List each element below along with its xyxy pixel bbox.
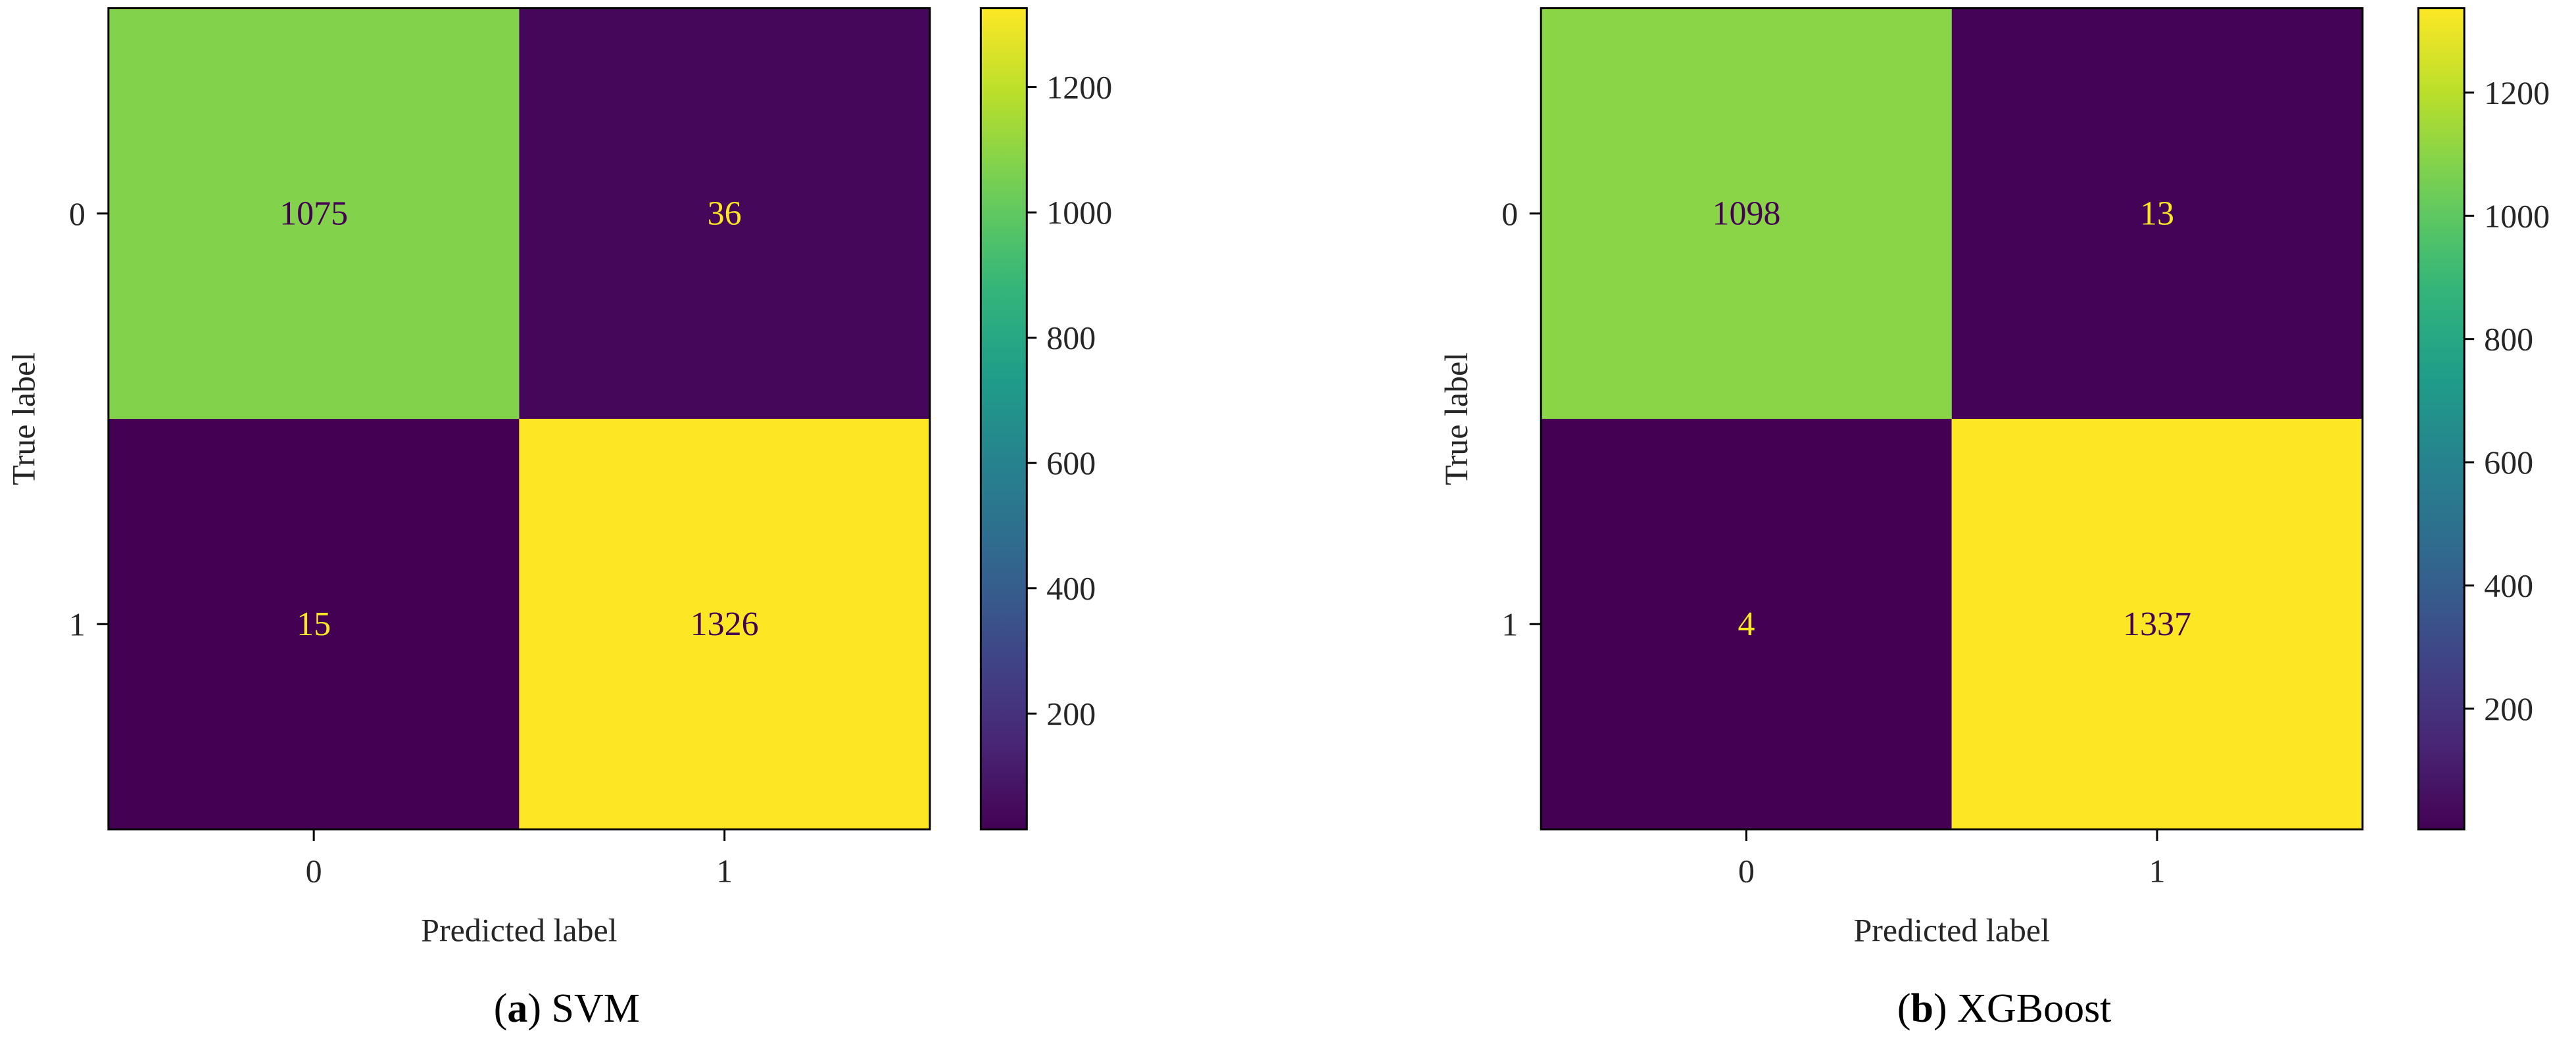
colorbar-tick-label: 200 bbox=[1046, 695, 1096, 732]
heatmap-panel-b: 1098 13 4 1337 0 1 0 1 Predicted label True label… bbox=[1438, 7, 2550, 1031]
plot-frame bbox=[107, 7, 931, 831]
colorbar-tick-label: 200 bbox=[2484, 690, 2533, 727]
caption-letter: b bbox=[1911, 986, 1933, 1031]
x-tick-label: 1 bbox=[716, 852, 733, 889]
heatmap-cell-0-0 bbox=[1541, 8, 1952, 419]
panel-caption: (a) SVM bbox=[494, 986, 640, 1031]
colorbar bbox=[979, 7, 1028, 831]
cell-value-label: 1326 bbox=[691, 606, 759, 643]
heatmap-panel-a: 1075 36 15 1326 0 1 0 1 Predicted label True labe… bbox=[5, 7, 1112, 1031]
cell-value-label: 1337 bbox=[2123, 606, 2191, 643]
cell-value-label: 15 bbox=[297, 606, 331, 643]
colorbar-tick-label: 1000 bbox=[1046, 194, 1112, 231]
heatmap-cell-0-0 bbox=[108, 8, 520, 419]
x-axis-label: Predicted label bbox=[1853, 911, 2050, 948]
colorbar-tick-label: 600 bbox=[1046, 444, 1096, 481]
cell-value-label: 36 bbox=[708, 195, 742, 232]
cell-value-label: 13 bbox=[2140, 195, 2174, 232]
cell-value-label: 1098 bbox=[1712, 195, 1780, 232]
y-axis-label: True label bbox=[5, 352, 41, 485]
caption-letter: a bbox=[507, 986, 527, 1031]
colorbar-tick-label: 400 bbox=[1046, 570, 1096, 607]
cell-value-label: 1075 bbox=[279, 195, 348, 232]
colorbar-tick-label: 1200 bbox=[2484, 74, 2550, 111]
caption-text: XGBoost bbox=[1957, 986, 2111, 1031]
heatmap-cell-1-1 bbox=[519, 419, 930, 830]
panel-caption: (b) XGBoost bbox=[1897, 986, 2112, 1031]
heatmap-cell-1-0 bbox=[1541, 419, 1952, 830]
x-tick-label: 0 bbox=[1738, 852, 1755, 889]
caption-text: SVM bbox=[552, 986, 640, 1031]
x-tick-label: 1 bbox=[2149, 852, 2165, 889]
colorbar bbox=[2417, 7, 2466, 831]
y-axis-label: True label bbox=[1438, 352, 1474, 485]
y-tick-label: 1 bbox=[69, 606, 85, 642]
y-tick-label: 1 bbox=[1501, 606, 1518, 642]
colorbar-tick-label: 1200 bbox=[1046, 69, 1112, 106]
heatmap-cell-0-1 bbox=[519, 8, 930, 419]
colorbar-tick-label: 1000 bbox=[2484, 197, 2550, 234]
colorbar-tick-label: 400 bbox=[2484, 567, 2533, 604]
cell-value-label: 4 bbox=[1738, 606, 1755, 643]
x-tick-label: 0 bbox=[306, 852, 322, 889]
heatmap-cell-1-0 bbox=[108, 419, 520, 830]
y-tick-label: 0 bbox=[69, 195, 85, 232]
plot-frame bbox=[1540, 7, 2364, 831]
y-tick-label: 0 bbox=[1501, 195, 1518, 232]
heatmap-cell-0-1 bbox=[1951, 8, 2363, 419]
x-axis-label: Predicted label bbox=[421, 911, 618, 948]
colorbar-tick-label: 800 bbox=[2484, 321, 2533, 358]
colorbar-tick-label: 600 bbox=[2484, 444, 2533, 481]
colorbar-tick-label: 800 bbox=[1046, 320, 1096, 356]
heatmap-cell-1-1 bbox=[1951, 419, 2363, 830]
